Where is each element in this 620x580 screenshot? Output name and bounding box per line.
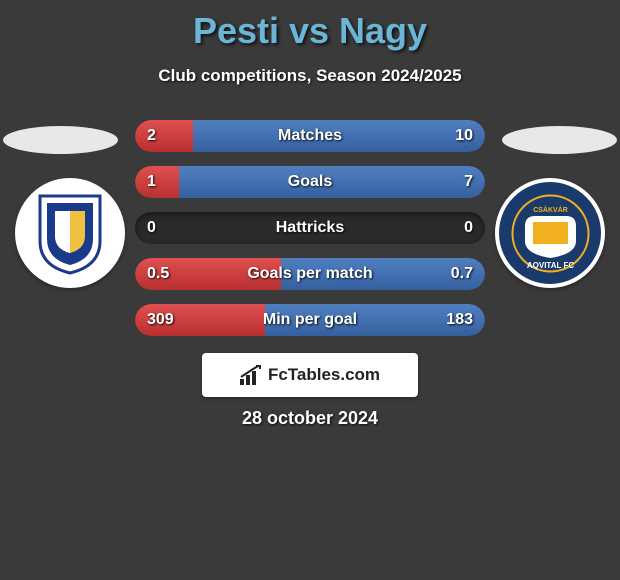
shield-icon (35, 191, 105, 276)
stat-row: 309Min per goal183 (135, 304, 485, 336)
stat-value-right: 10 (455, 120, 473, 152)
svg-text:CSÁKVÁR: CSÁKVÁR (533, 205, 568, 214)
stat-label: Goals per match (135, 258, 485, 290)
left-player-placeholder (3, 126, 118, 154)
stat-value-right: 7 (464, 166, 473, 198)
stats-container: 2Matches10 1Goals7 0Hattricks0 0.5Goals per… (135, 120, 485, 350)
subtitle: Club competitions, Season 2024/2025 (0, 66, 620, 86)
left-club-badge[interactable] (15, 178, 125, 288)
stat-value-right: 0.7 (451, 258, 473, 290)
date-label: 28 october 2024 (0, 408, 620, 429)
right-player-placeholder (502, 126, 617, 154)
stat-row: 1Goals7 (135, 166, 485, 198)
brand-link[interactable]: FcTables.com (202, 353, 418, 397)
svg-text:AQVITAL FC: AQVITAL FC (526, 261, 573, 270)
stat-value-right: 0 (464, 212, 473, 244)
page-title: Pesti vs Nagy (0, 0, 620, 52)
stat-label: Min per goal (135, 304, 485, 336)
stat-label: Matches (135, 120, 485, 152)
stat-row: 2Matches10 (135, 120, 485, 152)
club-crest-icon: CSÁKVÁR AQVITAL FC (503, 186, 598, 281)
stat-row: 0.5Goals per match0.7 (135, 258, 485, 290)
stat-label: Goals (135, 166, 485, 198)
brand-text: FcTables.com (268, 365, 380, 385)
stat-label: Hattricks (135, 212, 485, 244)
stat-value-right: 183 (446, 304, 473, 336)
right-club-badge[interactable]: CSÁKVÁR AQVITAL FC (495, 178, 605, 288)
stat-row: 0Hattricks0 (135, 212, 485, 244)
chart-icon (240, 365, 262, 385)
